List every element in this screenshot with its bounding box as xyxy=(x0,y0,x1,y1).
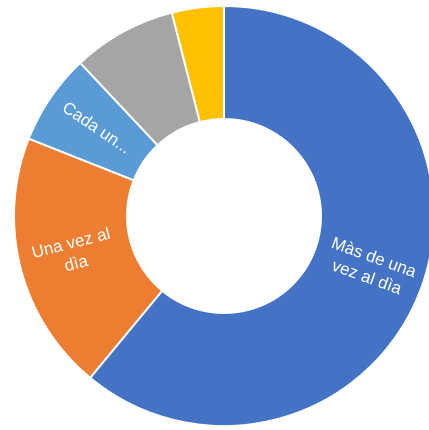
donut-slice xyxy=(170,4,225,124)
donut-slice xyxy=(88,4,429,427)
donut-slice xyxy=(13,137,164,380)
